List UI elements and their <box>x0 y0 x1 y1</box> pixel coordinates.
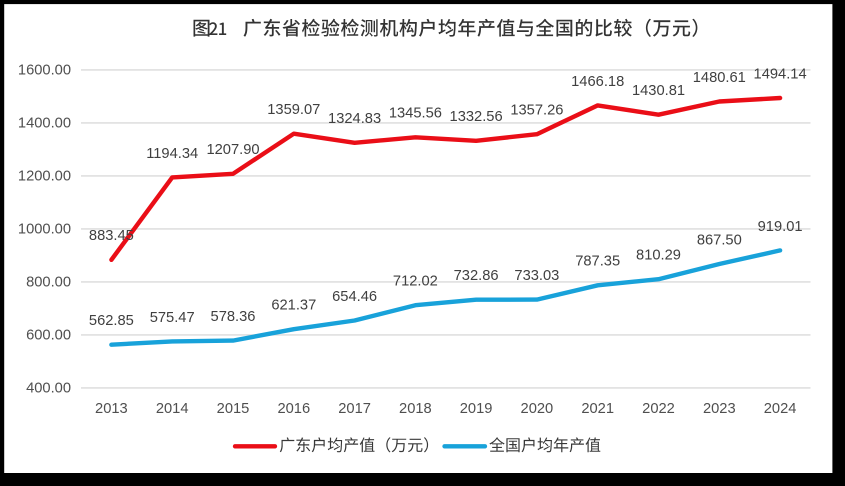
svg-text:654.46: 654.46 <box>332 289 377 305</box>
svg-text:1480.61: 1480.61 <box>693 70 746 86</box>
svg-text:1466.18: 1466.18 <box>571 74 624 90</box>
svg-text:732.86: 732.86 <box>454 268 499 284</box>
svg-text:1200.00: 1200.00 <box>18 168 71 184</box>
svg-text:2016: 2016 <box>277 401 310 417</box>
svg-text:2019: 2019 <box>460 401 493 417</box>
svg-text:621.37: 621.37 <box>271 298 316 314</box>
svg-text:575.47: 575.47 <box>150 310 195 326</box>
svg-text:2017: 2017 <box>338 401 371 417</box>
svg-text:2014: 2014 <box>156 401 189 417</box>
svg-text:1194.34: 1194.34 <box>146 146 198 162</box>
svg-text:1400.00: 1400.00 <box>18 115 71 131</box>
svg-text:1359.07: 1359.07 <box>267 102 320 118</box>
svg-text:1494.14: 1494.14 <box>754 66 807 82</box>
svg-text:2023: 2023 <box>703 401 736 417</box>
svg-text:883.45: 883.45 <box>89 228 134 244</box>
svg-text:733.03: 733.03 <box>514 268 559 284</box>
svg-text:2022: 2022 <box>642 401 675 417</box>
svg-text:1324.83: 1324.83 <box>328 111 381 127</box>
svg-text:1600.00: 1600.00 <box>18 62 71 78</box>
svg-text:787.35: 787.35 <box>575 254 620 270</box>
svg-text:2013: 2013 <box>95 401 128 417</box>
svg-text:1357.26: 1357.26 <box>510 103 563 119</box>
svg-text:712.02: 712.02 <box>393 274 438 290</box>
svg-text:867.50: 867.50 <box>697 232 742 248</box>
svg-text:2020: 2020 <box>521 401 554 417</box>
svg-text:578.36: 578.36 <box>211 309 256 325</box>
svg-text:1345.56: 1345.56 <box>389 106 442 122</box>
svg-text:1207.90: 1207.90 <box>206 142 259 158</box>
svg-text:1430.81: 1430.81 <box>632 83 685 99</box>
svg-text:1332.56: 1332.56 <box>450 109 503 125</box>
svg-text:562.85: 562.85 <box>89 313 134 329</box>
svg-text:2024: 2024 <box>764 401 797 417</box>
svg-text:1000.00: 1000.00 <box>18 221 71 237</box>
svg-text:919.01: 919.01 <box>758 219 803 235</box>
svg-text:400.00: 400.00 <box>26 380 71 396</box>
svg-text:800.00: 800.00 <box>26 274 71 290</box>
svg-text:600.00: 600.00 <box>26 327 71 343</box>
svg-text:2021: 2021 <box>581 401 614 417</box>
svg-text:2015: 2015 <box>217 401 250 417</box>
svg-text:810.29: 810.29 <box>636 248 681 264</box>
svg-text:2018: 2018 <box>399 401 432 417</box>
